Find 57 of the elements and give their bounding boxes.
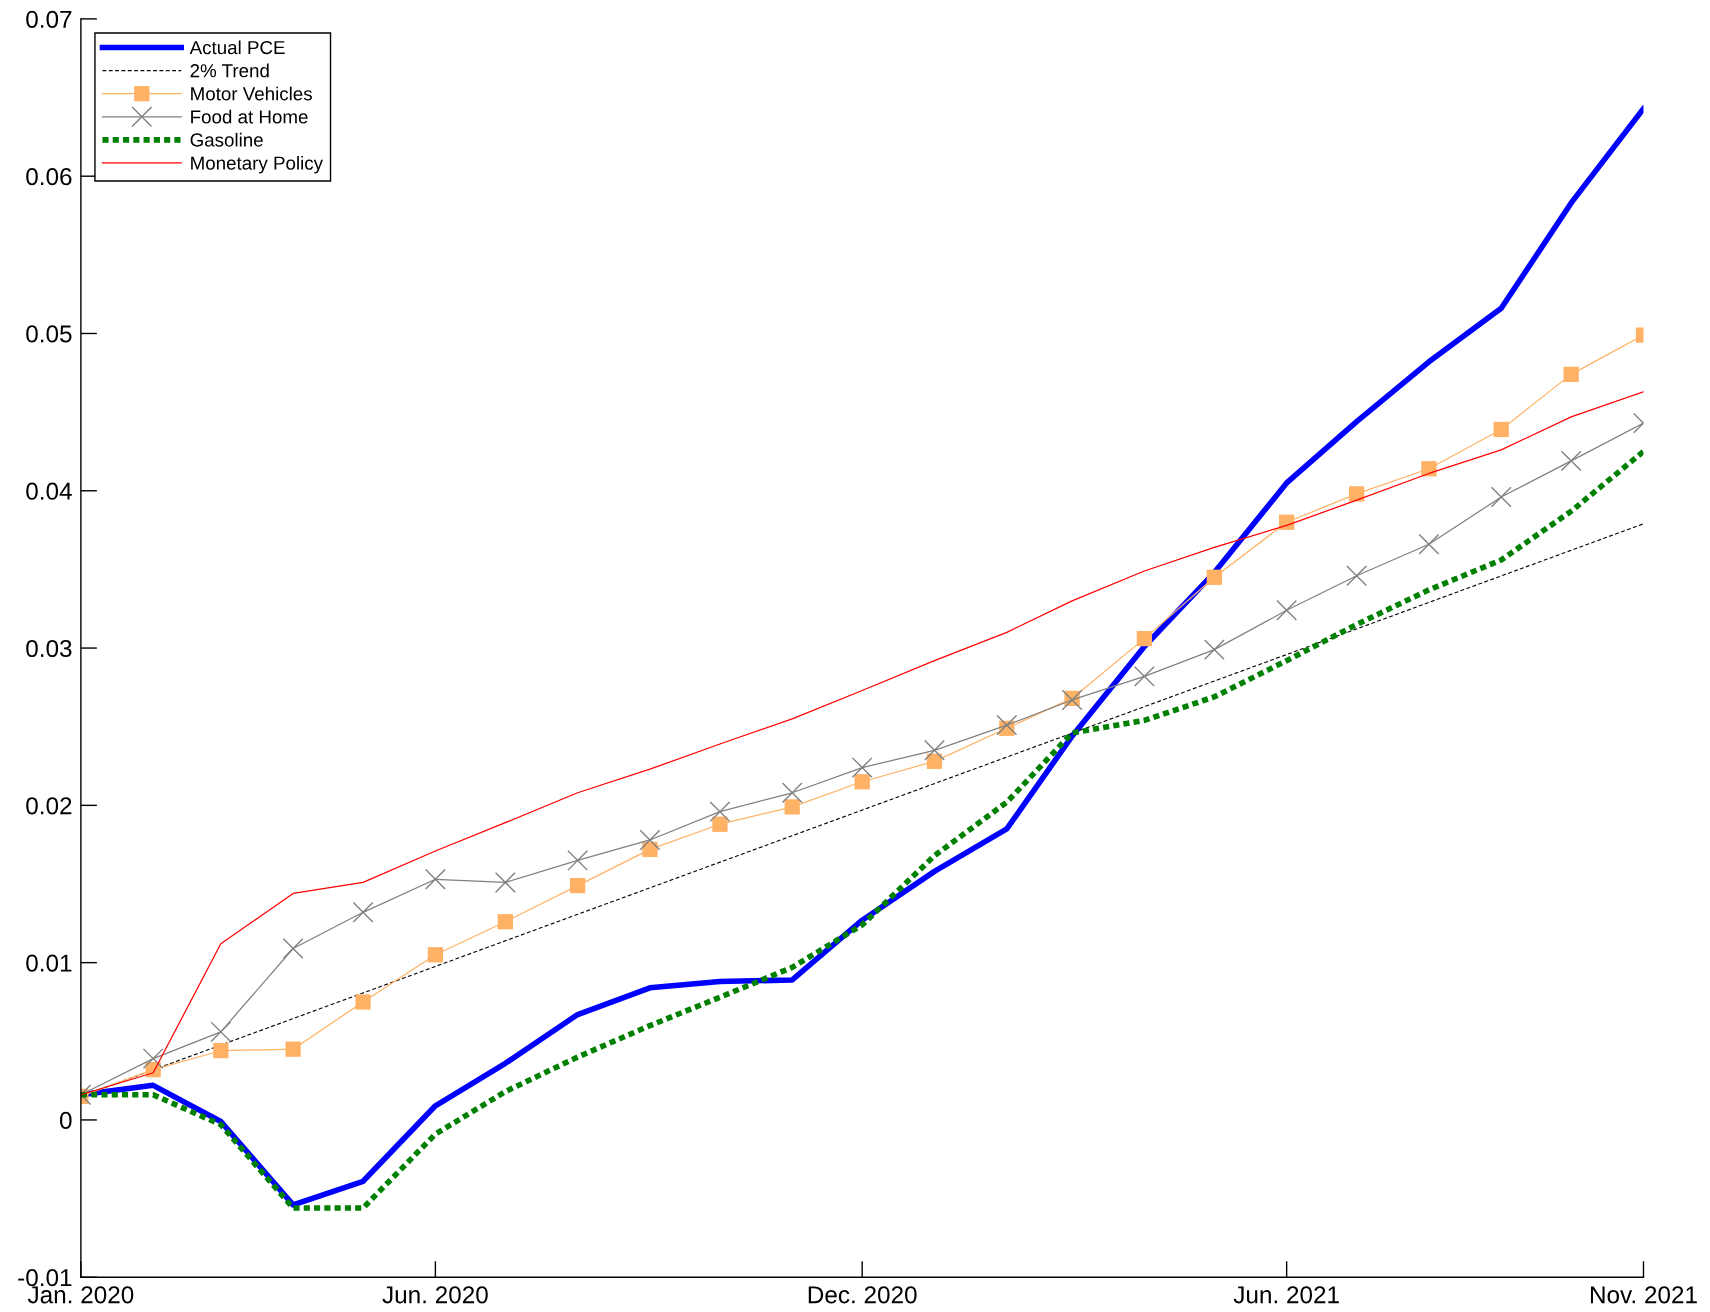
x-tick-label: Jun. 2020 [382,1286,488,1304]
point [709,801,731,823]
x-tick-label: Jan. 2020 [27,1286,134,1304]
point [210,1021,232,1043]
point [570,877,586,894]
point [854,774,870,790]
point [497,914,513,930]
y-tick-label: 0.05 [26,325,72,343]
point [1203,639,1225,661]
y-tick-label: -0.01 [18,1269,72,1287]
point [427,947,444,963]
point [784,799,800,815]
y-tick-label: 0.01 [26,954,72,972]
point [639,829,661,851]
x-tick-label: Dec. 2020 [808,1286,917,1304]
point [1206,569,1222,585]
legend-label: Monetary Policy [191,155,323,174]
point [355,994,371,1010]
legend-label: Gasoline [190,132,263,147]
legend-label: Food at Home [191,109,308,124]
point [1133,665,1155,687]
point [1279,514,1295,530]
y-tick-label: 0.02 [26,797,72,815]
point [494,872,516,893]
x-tick-label: Jun. 2021 [1233,1286,1339,1304]
point [1346,565,1368,587]
legend-label: 2% Trend [190,63,269,78]
point [712,816,728,832]
point [851,757,873,779]
point [142,1048,164,1070]
y-tick-label: 0.07 [26,10,72,28]
point [282,938,304,959]
point [1348,486,1365,502]
y-tick-label: 0.06 [26,168,72,186]
y-tick-label: 0.04 [26,482,72,500]
y-tick-label: 0 [59,1111,72,1129]
point [1421,461,1437,477]
point [213,1043,229,1059]
point [1136,630,1153,647]
x-tick-label: Nov. 2021 [1590,1286,1697,1304]
point [567,849,589,871]
point [1560,450,1582,472]
point [1563,366,1579,383]
point [352,901,374,923]
point [781,782,803,804]
point [285,1041,301,1057]
point [924,739,945,761]
point [1493,421,1509,438]
point [996,714,1018,736]
point [1276,599,1298,621]
legend-label: Actual PCE [189,40,285,55]
point [424,868,446,890]
point [1418,533,1440,555]
point [926,753,943,769]
legend-label: Motor Vehicles [191,86,312,101]
point [1490,486,1512,508]
y-tick-label: 0.03 [26,639,72,658]
